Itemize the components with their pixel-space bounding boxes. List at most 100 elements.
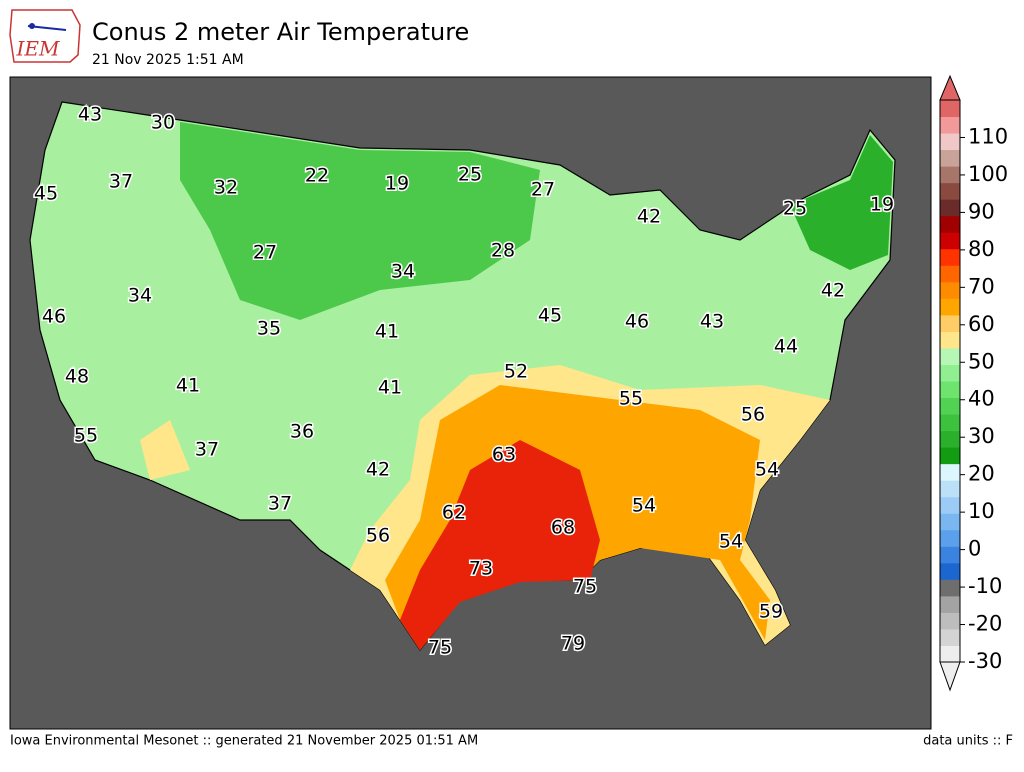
temp-label: 79 (561, 633, 585, 655)
temp-label: 62 (442, 502, 466, 524)
temp-label: 54 (755, 459, 779, 481)
colorbar-segment (940, 314, 960, 332)
colorbar-segment (940, 612, 960, 630)
temp-label: 48 (65, 366, 89, 388)
colorbar-segment (940, 546, 960, 564)
colorbar-tick-label: -20 (968, 612, 1002, 636)
colorbar-tick-label: 20 (968, 462, 995, 486)
colorbar-segment (940, 281, 960, 299)
colorbar-segment (940, 529, 960, 547)
title: Conus 2 meter Air Temperature (92, 18, 469, 46)
hot-region (400, 440, 600, 650)
colorbar-tick-label: 90 (968, 199, 995, 223)
colorbar-segment (940, 100, 960, 118)
colorbar-segment (940, 480, 960, 498)
colorbar-frame (939, 99, 961, 663)
temp-label: 44 (774, 336, 798, 358)
temp-label: 41 (375, 321, 399, 343)
temp-label: 22 (305, 165, 329, 187)
colorbar-tick-label: -10 (968, 574, 1002, 598)
temp-label: 37 (195, 439, 219, 461)
temp-label: 36 (290, 421, 314, 443)
colorbar-segment (940, 562, 960, 580)
colorbar-segment (940, 199, 960, 217)
colorbar-segment (940, 579, 960, 597)
temp-label: 55 (74, 425, 98, 447)
temp-label: 25 (458, 164, 482, 186)
temp-label: 30 (151, 112, 175, 134)
colorbar-tick-label: 110 (968, 124, 1008, 148)
temp-label: 28 (491, 240, 515, 262)
map: 43 30 45 37 32 22 19 25 27 42 25 19 27 28 34 34 46 35 41 45… (9, 76, 932, 730)
temp-label: 42 (637, 206, 661, 228)
colorbar-segment (940, 513, 960, 531)
temp-label: 59 (759, 601, 783, 623)
colorbar-tick-label: 30 (968, 424, 995, 448)
colorbar-segment (940, 347, 960, 365)
temp-label: 46 (42, 306, 66, 328)
temp-label: 41 (378, 377, 402, 399)
colorbar-segment (940, 133, 960, 151)
colorbar-segment (940, 645, 960, 663)
subtitle: 21 Nov 2025 1:51 AM (92, 52, 244, 68)
colorbar-segment (940, 232, 960, 250)
colorbar-tick-label: 60 (968, 312, 995, 336)
temp-label: 42 (366, 459, 390, 481)
colorbar-segment (940, 298, 960, 316)
logo: IEM (9, 9, 81, 63)
temp-label: 52 (504, 361, 528, 383)
temp-label: 41 (176, 375, 200, 397)
temp-label: 37 (268, 493, 292, 515)
temp-label: 34 (391, 261, 415, 283)
colorbar-segment (940, 149, 960, 167)
temp-label: 56 (366, 525, 390, 547)
colorbar-tick-label: 0 (968, 537, 981, 561)
temp-label: 43 (700, 311, 724, 333)
temp-label: 73 (469, 558, 493, 580)
logo-text: IEM (16, 37, 61, 61)
cold-region (180, 122, 540, 320)
temp-label: 25 (783, 198, 807, 220)
colorbar-segment (940, 447, 960, 465)
colorbar-segment (940, 265, 960, 283)
colorbar-tick-label: 80 (968, 237, 995, 261)
colorbar-segment (940, 496, 960, 514)
temp-label: 68 (551, 517, 575, 539)
cold-region-ne (790, 135, 893, 270)
colorbar-segment (940, 628, 960, 646)
colorbar-segment (940, 248, 960, 266)
temp-label: 63 (492, 444, 516, 466)
colorbar-tick-label: 70 (968, 274, 995, 298)
temp-label: 45 (34, 183, 58, 205)
temp-label: 27 (531, 179, 555, 201)
colorbar-tick-label: 40 (968, 387, 995, 411)
colorbar-segment (940, 414, 960, 432)
colorbar-tick-label: 10 (968, 499, 995, 523)
colorbar-segment (940, 381, 960, 399)
temp-label: 43 (78, 104, 102, 126)
temp-label: 54 (632, 495, 656, 517)
colorbar-segment (940, 430, 960, 448)
temp-label: 55 (619, 388, 643, 410)
temp-label: 27 (253, 242, 277, 264)
colorbar-segment (940, 215, 960, 233)
temp-label: 19 (385, 173, 409, 195)
temp-label: 35 (257, 318, 281, 340)
colorbar-segment (940, 166, 960, 184)
colorbar: -30 -20 -10 0 10 20 30 40 50 60 70 80 90 100 110 (939, 74, 1008, 692)
colorbar-segment (940, 182, 960, 200)
temp-label: 34 (128, 285, 152, 307)
colorbar-tick-label: 100 (968, 162, 1008, 186)
colorbar-segment (940, 331, 960, 349)
temp-label: 19 (870, 194, 894, 216)
temp-label: 56 (741, 404, 765, 426)
colorbar-tick-label: -30 (968, 649, 1002, 673)
temp-label: 32 (214, 177, 238, 199)
temp-label: 75 (428, 637, 452, 659)
colorbar-tick-label: 50 (968, 349, 995, 373)
colorbar-segment (940, 463, 960, 481)
colorbar-segment (940, 595, 960, 613)
temp-label: 37 (109, 171, 133, 193)
temp-label: 54 (719, 531, 743, 553)
